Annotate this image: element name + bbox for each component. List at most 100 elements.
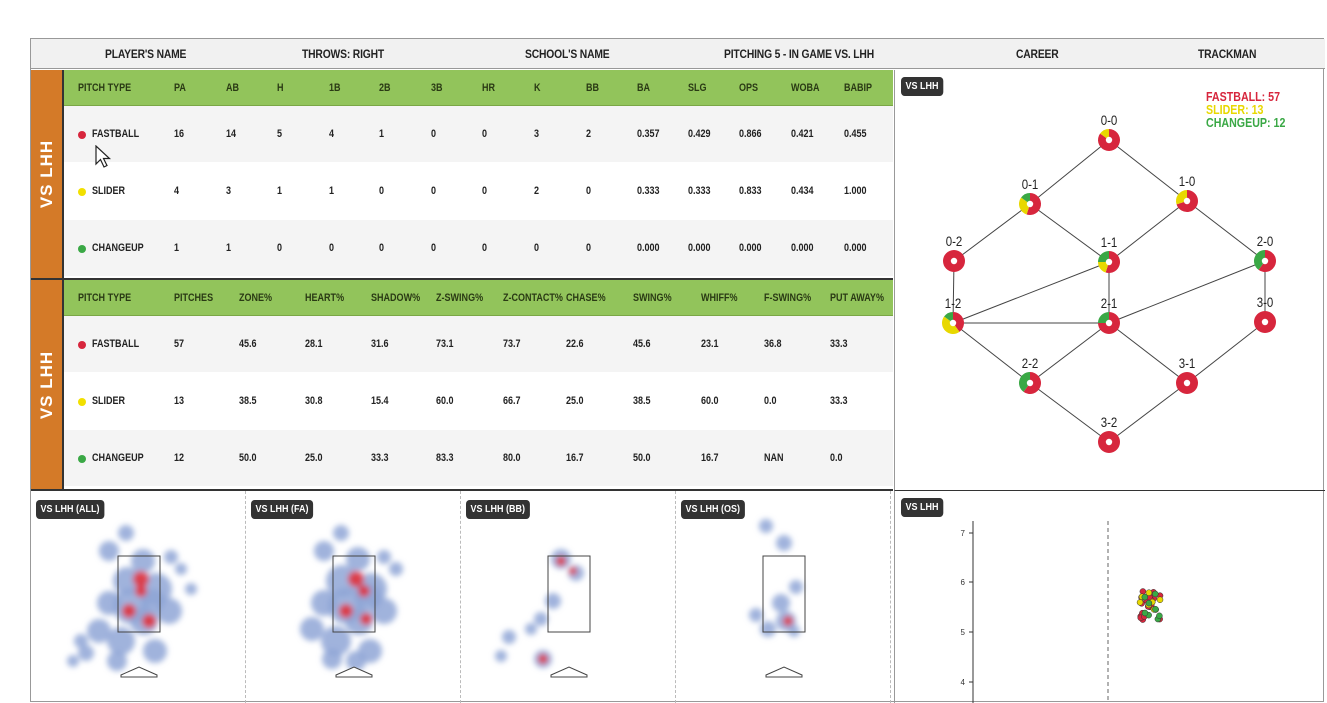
count-node-1-1[interactable]: 1-1	[1098, 234, 1120, 273]
trackman-tab[interactable]: TRACKMAN	[1198, 47, 1257, 61]
heatmap-chip[interactable]: VS LHH (ALL)	[36, 500, 104, 519]
release-chart-panel: VS LHH 7 6 5 4	[894, 491, 1325, 703]
table-cell: 60.0	[701, 395, 719, 407]
count-node-3-0[interactable]: 3-0	[1254, 294, 1276, 333]
count-label: 0-2	[946, 233, 963, 249]
count-label: 0-1	[1022, 176, 1039, 192]
table-row: CHANGEUP 12 50.0 25.0 33.3 83.3 80.0 16.7 50.0 16…	[64, 430, 893, 486]
count-edge	[952, 322, 1031, 384]
count-node-2-1[interactable]: 2-1	[1098, 295, 1120, 334]
column-header[interactable]: BB	[586, 82, 600, 94]
column-header[interactable]: PUT AWAY%	[830, 292, 884, 304]
table-cell: 30.8	[305, 395, 323, 407]
count-node-1-2[interactable]: 1-2	[942, 295, 964, 335]
table-cell: 16.7	[566, 452, 584, 464]
density-blob	[78, 645, 94, 661]
table-cell: 28.1	[305, 338, 323, 350]
column-header[interactable]: AB	[226, 82, 240, 94]
count-edge	[953, 203, 1031, 262]
pitch-mix-slice	[1019, 197, 1030, 215]
view-title[interactable]: PITCHING 5 - IN GAME VS. LHH	[724, 47, 875, 61]
table-cell: 2	[534, 185, 540, 197]
table-cell: 0.455	[844, 128, 867, 140]
column-header[interactable]: 1B	[329, 82, 341, 94]
density-hotspot	[142, 614, 156, 628]
count-chart-chip: VS LHH	[901, 77, 944, 96]
column-header[interactable]: H	[277, 82, 284, 94]
count-edge	[1108, 322, 1188, 384]
column-header[interactable]: ZONE%	[239, 292, 273, 304]
column-header[interactable]: CHASE%	[566, 292, 606, 304]
heatmap-chip[interactable]: VS LHH (OS)	[681, 500, 745, 519]
table-cell: 2	[586, 128, 592, 140]
column-header[interactable]: K	[534, 82, 541, 94]
table-cell: 0.866	[739, 128, 762, 140]
column-header[interactable]: F-SWING%	[764, 292, 812, 304]
density-blob	[346, 651, 366, 671]
column-header[interactable]: WOBA	[791, 82, 820, 94]
pitch-mix-slice	[1026, 193, 1041, 215]
column-header[interactable]: SLG	[688, 82, 707, 94]
heatmap-panel: VS LHH (FA)	[246, 491, 461, 703]
column-header[interactable]: OPS	[739, 82, 759, 94]
density-hotspot	[122, 604, 136, 618]
column-header[interactable]: SHADOW%	[371, 292, 421, 304]
career-tab[interactable]: CAREER	[1016, 47, 1059, 61]
column-header[interactable]: SWING%	[633, 292, 672, 304]
column-header[interactable]: WHIFF%	[701, 292, 738, 304]
count-node-2-2[interactable]: 2-2	[1018, 355, 1041, 394]
column-header[interactable]: 2B	[379, 82, 391, 94]
column-header[interactable]: HEART%	[305, 292, 345, 304]
count-node-0-0[interactable]: 0-0	[1098, 112, 1120, 151]
density-blob	[346, 547, 370, 571]
column-header[interactable]: 3B	[431, 82, 443, 94]
pitch-mix-slice	[953, 312, 964, 332]
table-cell: 1	[277, 185, 283, 197]
column-header[interactable]: BA	[637, 82, 651, 94]
count-node-3-1[interactable]: 3-1	[1176, 355, 1198, 394]
table-cell: 0.0	[764, 395, 777, 407]
heatmap-chip[interactable]: VS LHH (BB)	[466, 500, 530, 519]
table-cell: 16	[174, 128, 185, 140]
density-blob	[772, 594, 790, 612]
heatmap-chip[interactable]: VS LHH (FA)	[251, 500, 314, 519]
column-header[interactable]: PA	[174, 82, 186, 94]
table-cell: 0.000	[791, 242, 814, 254]
count-label: 2-2	[1022, 355, 1039, 371]
home-plate	[335, 666, 373, 678]
mouse-cursor-icon	[95, 145, 112, 168]
home-plate	[550, 666, 588, 678]
heatmap-panel: VS LHH (OS)	[676, 491, 891, 703]
count-node-0-1[interactable]: 0-1	[1019, 176, 1041, 215]
pitch-location-heatmap	[749, 519, 806, 678]
column-header[interactable]: PITCH TYPE	[78, 82, 132, 94]
column-header[interactable]: Z-SWING%	[436, 292, 484, 304]
table-cell: 60.0	[436, 395, 454, 407]
count-node-0-2[interactable]: 0-2	[943, 233, 965, 272]
table-cell: 0	[329, 242, 335, 254]
count-node-2-0[interactable]: 2-0	[1254, 233, 1276, 272]
density-blob	[545, 593, 561, 609]
table-cell: 1	[329, 185, 335, 197]
table-cell: 1	[379, 128, 385, 140]
column-header[interactable]: HR	[482, 82, 496, 94]
discipline-table-header: PITCH TYPE PITCHES ZONE% HEART% SHADOW% Z-SWI…	[64, 280, 893, 316]
batting-table: PITCH TYPE PA AB H 1B 2B 3B HR K BB BA SLG OPS WOBA BA…	[64, 70, 893, 280]
column-header[interactable]: PITCHES	[174, 292, 214, 304]
density-hotspot	[133, 571, 149, 587]
count-label: 3-2	[1101, 414, 1118, 430]
table-cell: 4	[329, 128, 335, 140]
density-hotspot	[556, 556, 566, 566]
legend-entry: CHANGEUP: 12	[1206, 115, 1286, 130]
table-cell: 73.7	[503, 338, 521, 350]
count-node-1-0[interactable]: 1-0	[1176, 173, 1198, 212]
count-node-3-2[interactable]: 3-2	[1098, 414, 1120, 453]
table-cell: 25.0	[305, 452, 323, 464]
pitch-mix-slice	[944, 312, 953, 323]
table-cell: 73.1	[436, 338, 454, 350]
column-header[interactable]: BABIP	[844, 82, 873, 94]
count-edge	[1029, 203, 1110, 263]
count-label: 2-1	[1101, 295, 1118, 311]
column-header[interactable]: Z-CONTACT%	[503, 292, 563, 304]
column-header[interactable]: PITCH TYPE	[78, 292, 132, 304]
